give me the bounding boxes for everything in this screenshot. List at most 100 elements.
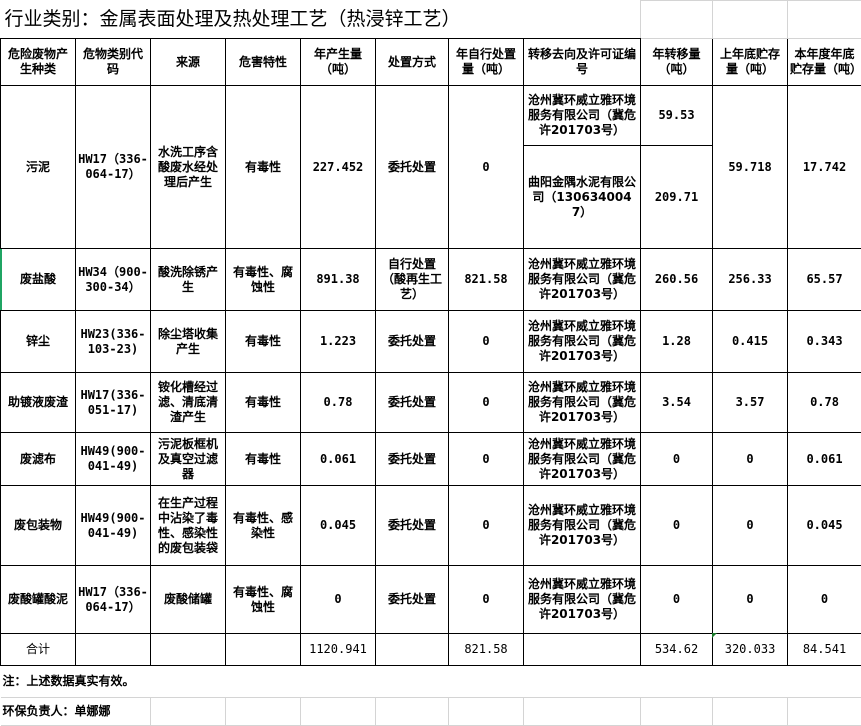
- cell-name[interactable]: 废包装物: [1, 486, 76, 566]
- empty-cell[interactable]: [788, 698, 861, 726]
- cell-code[interactable]: HW23(336-103-23): [76, 311, 151, 373]
- cell-hazard[interactable]: 有毒性: [226, 433, 301, 486]
- cell-self[interactable]: 0: [449, 86, 524, 249]
- cell-source[interactable]: 酸洗除锈产生: [151, 249, 226, 311]
- empty-cell[interactable]: [713, 698, 788, 726]
- cell-dest[interactable]: 曲阳金隅水泥有限公司（1306340047）: [524, 146, 641, 249]
- cell-transfer[interactable]: 3.54: [641, 373, 713, 433]
- cell-self[interactable]: 0: [449, 433, 524, 486]
- cell-current[interactable]: 0.343: [788, 311, 861, 373]
- cell-self[interactable]: 0: [449, 566, 524, 634]
- column-header[interactable]: 危害特性: [226, 39, 301, 86]
- cell-code[interactable]: HW49(900-041-49): [76, 486, 151, 566]
- cell-generated[interactable]: 0.061: [301, 433, 376, 486]
- cell-source[interactable]: 废酸储罐: [151, 566, 226, 634]
- column-header[interactable]: 来源: [151, 39, 226, 86]
- cell-code[interactable]: HW17（336-064-17）: [76, 566, 151, 634]
- cell-dest[interactable]: 沧州冀环威立雅环境服务有限公司（冀危许201703号）: [524, 433, 641, 486]
- cell-method[interactable]: 委托处置: [376, 86, 449, 249]
- column-header[interactable]: 危物类别代码: [76, 39, 151, 86]
- cell-self[interactable]: 0: [449, 486, 524, 566]
- cell-name[interactable]: 锌尘: [1, 311, 76, 373]
- cell-source[interactable]: 在生产过程中沾染了毒性、感染性的废包装袋: [151, 486, 226, 566]
- cell-name[interactable]: 废盐酸: [1, 249, 76, 311]
- column-header[interactable]: 年产生量（吨）: [301, 39, 376, 86]
- cell-self[interactable]: 821.58: [449, 249, 524, 311]
- empty-cell[interactable]: [76, 634, 151, 666]
- cell-code[interactable]: HW49(900-041-49): [76, 433, 151, 486]
- column-header[interactable]: 上年底贮存量（吨）: [713, 39, 788, 86]
- cell-code[interactable]: HW34（900-300-34）: [76, 249, 151, 311]
- column-header[interactable]: 处置方式: [376, 39, 449, 86]
- empty-cell[interactable]: [226, 634, 301, 666]
- cell-source[interactable]: 水洗工序含酸废水经处理后产生: [151, 86, 226, 249]
- column-header[interactable]: 年自行处置量（吨）: [449, 39, 524, 86]
- cell-transfer[interactable]: 209.71: [641, 146, 713, 249]
- cell-hazard[interactable]: 有毒性: [226, 311, 301, 373]
- cell-code[interactable]: HW17（336-064-17）: [76, 86, 151, 249]
- empty-cell[interactable]: [641, 1, 713, 39]
- column-header[interactable]: 年转移量（吨）: [641, 39, 713, 86]
- cell-transfer[interactable]: 0: [641, 486, 713, 566]
- cell-last[interactable]: 0.415: [713, 311, 788, 373]
- cell-generated[interactable]: 1.223: [301, 311, 376, 373]
- cell-dest[interactable]: 沧州冀环威立雅环境服务有限公司（冀危许201703号）: [524, 249, 641, 311]
- column-header[interactable]: 危险废物产生种类: [1, 39, 76, 86]
- cell-name[interactable]: 污泥: [1, 86, 76, 249]
- cell-generated[interactable]: 0.045: [301, 486, 376, 566]
- cell-name[interactable]: 废酸罐酸泥: [1, 566, 76, 634]
- cell-method[interactable]: 委托处置: [376, 311, 449, 373]
- cell-dest[interactable]: 沧州冀环威立雅环境服务有限公司（冀危许201703号）: [524, 311, 641, 373]
- cell-dest[interactable]: 沧州冀环威立雅环境服务有限公司（冀危许201703号）: [524, 566, 641, 634]
- cell-name[interactable]: 废滤布: [1, 433, 76, 486]
- cell-generated[interactable]: 891.38: [301, 249, 376, 311]
- total-generated[interactable]: 1120.941: [301, 634, 376, 666]
- cell-generated[interactable]: 0: [301, 566, 376, 634]
- cell-last[interactable]: 0: [713, 433, 788, 486]
- cell-transfer[interactable]: 0: [641, 433, 713, 486]
- cell-method[interactable]: 委托处置: [376, 566, 449, 634]
- cell-name[interactable]: 助镀液废渣: [1, 373, 76, 433]
- cell-method[interactable]: 委托处置: [376, 373, 449, 433]
- empty-cell[interactable]: [151, 634, 226, 666]
- responsible-person[interactable]: 环保负责人：单娜娜: [1, 698, 151, 726]
- cell-current[interactable]: 17.742: [788, 86, 861, 249]
- cell-current[interactable]: 0: [788, 566, 861, 634]
- cell-method[interactable]: 委托处置: [376, 433, 449, 486]
- cell-hazard[interactable]: 有毒性、腐蚀性: [226, 249, 301, 311]
- cell-last[interactable]: 256.33: [713, 249, 788, 311]
- cell-source[interactable]: 铵化槽经过滤、清底清渣产生: [151, 373, 226, 433]
- empty-cell[interactable]: [713, 1, 788, 39]
- cell-hazard[interactable]: 有毒性: [226, 373, 301, 433]
- cell-self[interactable]: 0: [449, 373, 524, 433]
- empty-cell[interactable]: [524, 698, 641, 726]
- cell-hazard[interactable]: 有毒性: [226, 86, 301, 249]
- cell-last[interactable]: 59.718: [713, 86, 788, 249]
- cell-source[interactable]: 污泥板框机及真空过滤器: [151, 433, 226, 486]
- cell-hazard[interactable]: 有毒性、感染性: [226, 486, 301, 566]
- cell-transfer[interactable]: 260.56: [641, 249, 713, 311]
- total-label[interactable]: 合计: [1, 634, 76, 666]
- cell-dest[interactable]: 沧州冀环威立雅环境服务有限公司（冀危许201703号）: [524, 86, 641, 146]
- total-current[interactable]: 84.541: [788, 634, 861, 666]
- column-header[interactable]: 本年度年底贮存量（吨）: [788, 39, 861, 86]
- cell-transfer[interactable]: 59.53: [641, 86, 713, 146]
- empty-cell[interactable]: [524, 634, 641, 666]
- cell-method[interactable]: 自行处置（酸再生工艺）: [376, 249, 449, 311]
- cell-code[interactable]: HW17(336-051-17): [76, 373, 151, 433]
- cell-transfer[interactable]: 0: [641, 566, 713, 634]
- cell-source[interactable]: 除尘塔收集产生: [151, 311, 226, 373]
- total-transfer[interactable]: 534.62: [641, 634, 713, 666]
- cell-self[interactable]: 0: [449, 311, 524, 373]
- empty-cell[interactable]: [151, 698, 226, 726]
- cell-hazard[interactable]: 有毒性、腐蚀性: [226, 566, 301, 634]
- empty-cell[interactable]: [449, 698, 524, 726]
- cell-current[interactable]: 0.061: [788, 433, 861, 486]
- total-self[interactable]: 821.58: [449, 634, 524, 666]
- empty-cell[interactable]: [788, 1, 861, 39]
- cell-generated[interactable]: 227.452: [301, 86, 376, 249]
- cell-dest[interactable]: 沧州冀环威立雅环境服务有限公司（冀危许201703号）: [524, 373, 641, 433]
- cell-last[interactable]: 0: [713, 566, 788, 634]
- total-last[interactable]: 320.033: [713, 634, 788, 666]
- cell-transfer[interactable]: 1.28: [641, 311, 713, 373]
